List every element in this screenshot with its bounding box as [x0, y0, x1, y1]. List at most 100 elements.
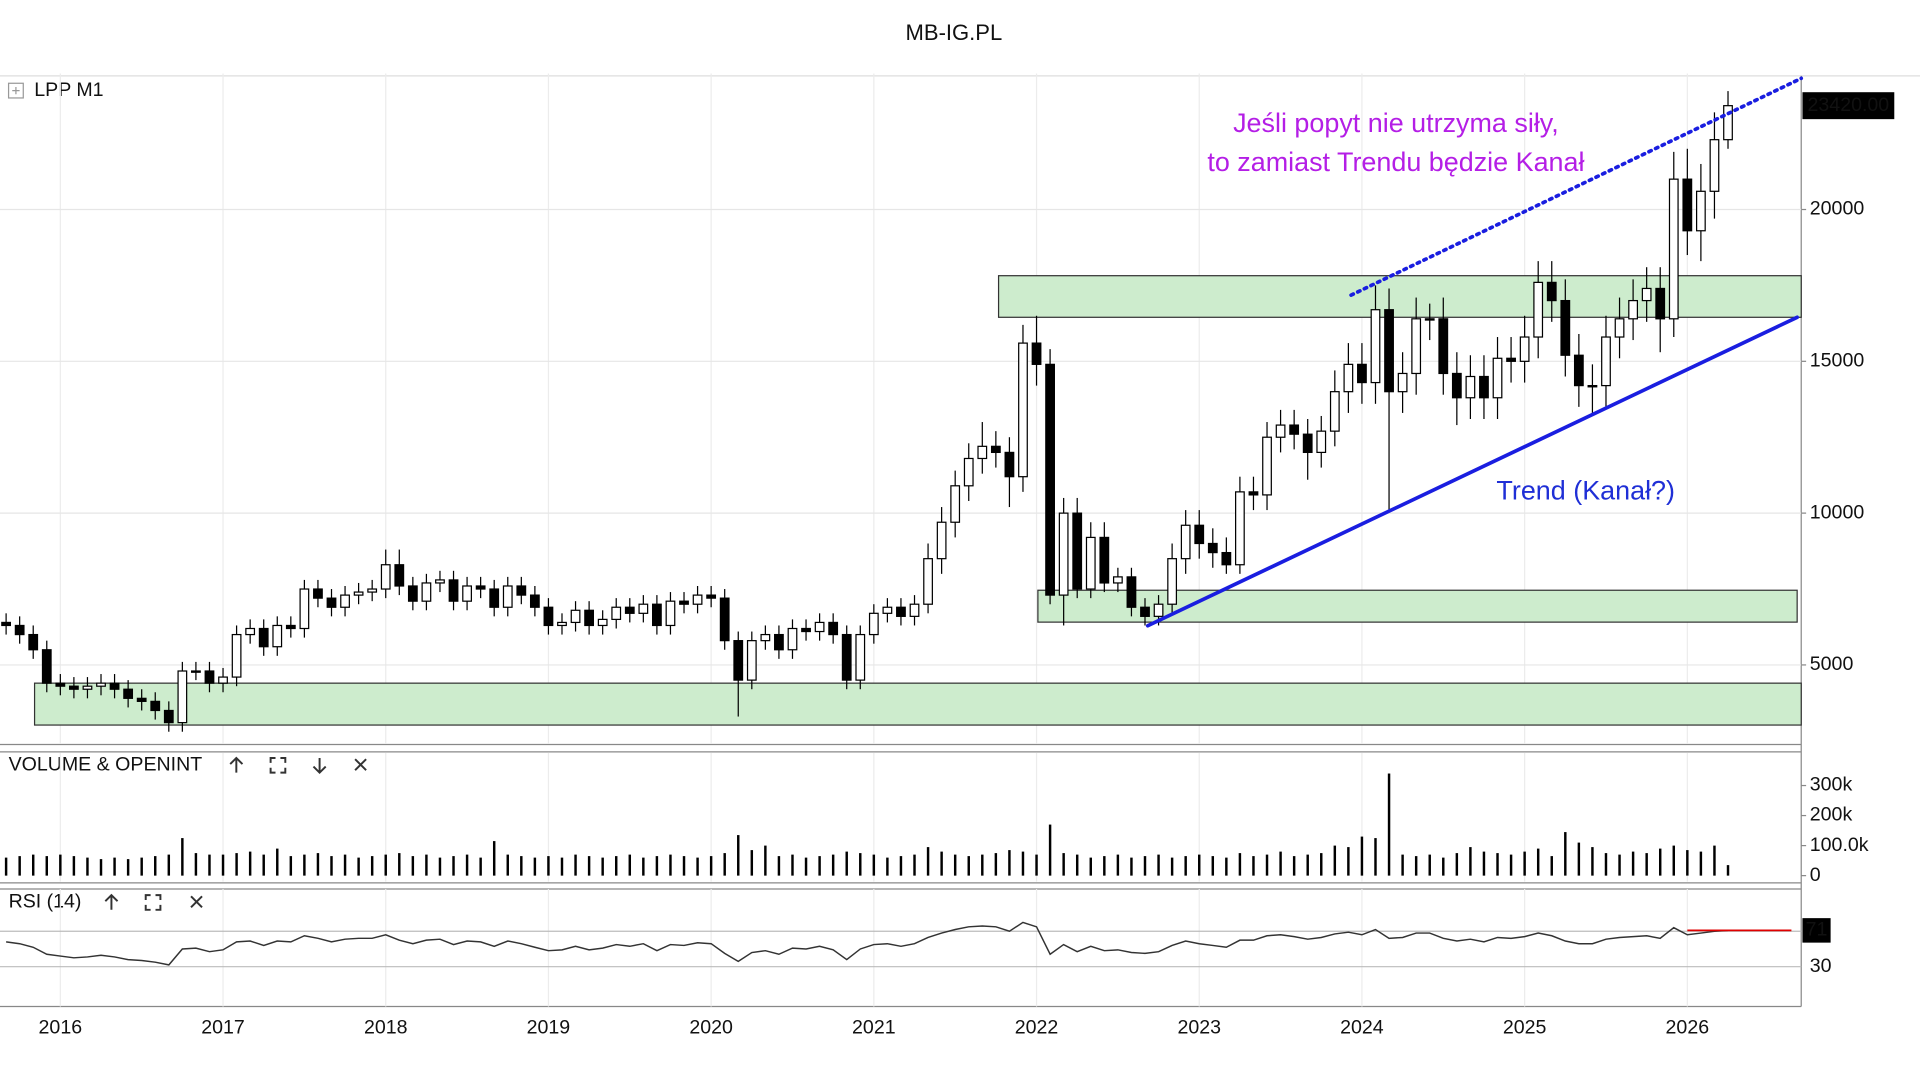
trend-line: [1145, 315, 1799, 628]
x-tick-label: 2026: [1666, 1017, 1710, 1039]
candle-body: [191, 670, 201, 673]
volume-bar: [1360, 836, 1364, 876]
candle-body: [746, 640, 757, 681]
last-value-box: [1802, 92, 1895, 120]
y-tick-label: 200k: [1810, 804, 1853, 826]
y-tick-label: 10000: [1810, 501, 1865, 523]
volume-bar: [547, 856, 550, 876]
volume-bar: [601, 857, 604, 876]
candle-body: [245, 627, 256, 636]
candle-body: [936, 521, 947, 560]
candle-body: [760, 633, 771, 642]
volume-bar: [1550, 856, 1553, 876]
candle-body: [1045, 363, 1055, 596]
volume-bar: [452, 856, 455, 876]
candle-body: [41, 649, 52, 684]
candle-body: [96, 682, 106, 687]
volume-bar: [533, 857, 537, 876]
volume-bar: [1103, 856, 1106, 876]
x-tick-label: 2025: [1503, 1017, 1547, 1039]
candle-body: [1723, 105, 1733, 141]
volume-bar: [1075, 854, 1079, 876]
volume-bar: [384, 854, 387, 876]
candle-body: [353, 591, 364, 596]
y-tick-label: 5000: [1810, 653, 1854, 675]
x-tick-label: 2020: [689, 1017, 733, 1039]
candle-body: [977, 445, 988, 460]
mark-layer: [1, 91, 1733, 966]
volume-bar: [1035, 854, 1038, 876]
volume-bar: [1116, 854, 1120, 876]
candle-body: [136, 697, 147, 702]
candle-body: [733, 640, 744, 681]
candle-body: [1424, 318, 1435, 321]
zone: [997, 275, 1802, 318]
volume-bar: [316, 853, 320, 876]
volume-bar: [1726, 865, 1730, 876]
move-up-icon[interactable]: [104, 893, 119, 910]
volume-bar: [303, 854, 306, 876]
volume-bar: [1265, 854, 1269, 876]
volume-bar: [113, 857, 116, 876]
close-icon[interactable]: [354, 758, 367, 771]
volume-bar: [587, 856, 591, 876]
volume-bar: [1320, 853, 1323, 876]
candle-body: [1099, 536, 1110, 584]
volume-bar: [1482, 851, 1486, 876]
candle-body: [1533, 281, 1544, 338]
volume-bar: [615, 856, 618, 876]
volume-bar: [1062, 853, 1065, 876]
volume-bar: [221, 854, 225, 876]
volume-bar: [1225, 857, 1228, 876]
expand-icon[interactable]: [7, 82, 24, 99]
volume-bar: [1577, 842, 1581, 876]
volume-bar: [1306, 854, 1309, 876]
candle-body: [774, 633, 784, 651]
candle-body: [1221, 551, 1232, 566]
x-tick-label: 2017: [201, 1017, 245, 1039]
rsi-value-label: 71: [1806, 919, 1828, 941]
candle-body: [380, 564, 391, 590]
last-value-label: 23420.00: [1808, 94, 1890, 116]
volume-bar: [1645, 853, 1648, 876]
maximize-icon[interactable]: [144, 894, 162, 911]
volume-bar: [1238, 853, 1242, 876]
volume-bar: [1469, 847, 1472, 876]
volume-bar: [1211, 856, 1215, 876]
volume-bar: [1686, 850, 1689, 876]
close-icon[interactable]: [190, 895, 203, 909]
volume-bar: [235, 853, 238, 876]
candle-body: [1573, 354, 1584, 387]
volume-bar: [831, 854, 835, 876]
candle-body: [787, 627, 798, 651]
volume-bar: [1143, 856, 1147, 876]
volume-bar: [465, 854, 469, 876]
x-tick-label: 2016: [39, 1017, 83, 1039]
candle-body: [570, 609, 581, 624]
candle-body: [1370, 309, 1381, 384]
candle-body: [475, 585, 486, 590]
maximize-icon[interactable]: [269, 756, 287, 774]
volume-bar: [1536, 848, 1540, 876]
volume-bar: [18, 856, 21, 876]
candle-body: [1, 621, 11, 627]
move-up-icon[interactable]: [229, 756, 244, 773]
zone: [33, 682, 1802, 726]
candle-body: [923, 558, 933, 605]
move-down-icon[interactable]: [312, 757, 327, 775]
candle-body: [543, 606, 554, 627]
volume-bar: [59, 854, 62, 876]
candle-body: [177, 670, 188, 724]
candle-body: [163, 709, 174, 724]
volume-bar: [845, 851, 848, 876]
volume-bar: [4, 857, 8, 876]
y-tick-label: 100.0k: [1810, 834, 1869, 856]
candle-body: [624, 606, 635, 614]
candle-body: [652, 603, 662, 627]
candle-body: [231, 633, 242, 678]
candle-body: [950, 485, 961, 523]
volume-bar: [438, 857, 442, 876]
zone: [1037, 589, 1798, 623]
